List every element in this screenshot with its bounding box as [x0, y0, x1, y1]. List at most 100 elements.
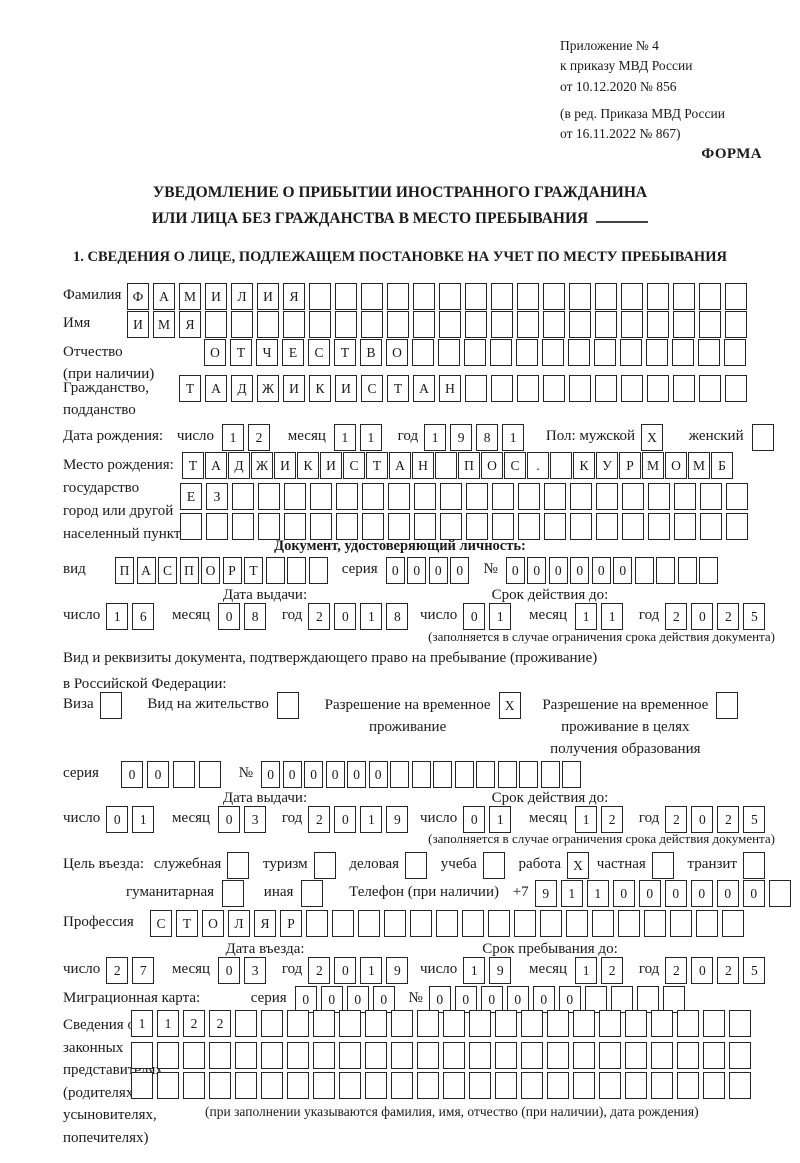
char-box[interactable] — [206, 513, 228, 540]
char-box[interactable] — [414, 513, 436, 540]
char-box[interactable] — [573, 1072, 595, 1099]
char-box[interactable] — [596, 483, 618, 510]
char-box[interactable]: 1 — [575, 603, 598, 630]
char-box[interactable] — [673, 283, 695, 310]
char-box[interactable]: 8 — [476, 424, 499, 451]
char-box[interactable] — [257, 311, 279, 338]
char-box[interactable] — [465, 375, 487, 402]
char-box[interactable] — [339, 1010, 361, 1037]
char-box[interactable] — [438, 339, 460, 366]
char-box[interactable] — [621, 375, 643, 402]
char-box[interactable] — [387, 283, 409, 310]
char-box[interactable]: 2 — [308, 603, 331, 630]
char-box[interactable] — [313, 1042, 335, 1069]
char-box[interactable] — [309, 311, 331, 338]
char-box[interactable]: 0 — [325, 761, 345, 788]
char-box[interactable]: 1 — [222, 424, 245, 451]
char-box[interactable] — [618, 910, 640, 937]
char-box[interactable] — [651, 1042, 673, 1069]
char-box[interactable]: 0 — [480, 986, 503, 1013]
purpose-business-checkbox[interactable] — [405, 852, 431, 879]
char-box[interactable] — [335, 311, 357, 338]
char-box[interactable] — [388, 513, 410, 540]
char-box[interactable] — [231, 311, 253, 338]
char-box[interactable] — [573, 1010, 595, 1037]
char-box[interactable] — [465, 311, 487, 338]
char-box[interactable] — [412, 339, 434, 366]
char-box[interactable]: X — [641, 424, 664, 451]
char-box[interactable] — [439, 283, 461, 310]
char-box[interactable]: 1 — [106, 603, 129, 630]
char-box[interactable] — [518, 513, 540, 540]
char-box[interactable] — [519, 761, 539, 788]
purpose-private-checkbox[interactable] — [651, 852, 678, 879]
char-box[interactable]: 0 — [121, 761, 143, 788]
char-box[interactable]: 0 — [261, 761, 281, 788]
char-box[interactable]: 0 — [664, 880, 687, 907]
char-box[interactable] — [725, 311, 747, 338]
char-box[interactable]: У — [596, 452, 618, 479]
char-box[interactable] — [703, 1042, 725, 1069]
char-box[interactable]: 0 — [591, 557, 611, 584]
char-box[interactable] — [258, 513, 280, 540]
char-box[interactable] — [287, 1042, 309, 1069]
char-box[interactable] — [647, 283, 669, 310]
char-box[interactable] — [384, 910, 406, 937]
char-box[interactable] — [674, 483, 696, 510]
char-box[interactable] — [726, 483, 748, 510]
char-box[interactable]: 0 — [385, 557, 405, 584]
char-box[interactable] — [647, 311, 669, 338]
char-box[interactable]: 0 — [407, 557, 427, 584]
char-box[interactable] — [722, 910, 744, 937]
char-box[interactable] — [287, 1010, 309, 1037]
char-box[interactable] — [284, 513, 306, 540]
char-box[interactable]: 9 — [450, 424, 473, 451]
char-box[interactable] — [276, 692, 299, 719]
char-box[interactable] — [365, 1042, 387, 1069]
char-box[interactable]: 1 — [360, 957, 383, 984]
char-box[interactable] — [482, 852, 505, 879]
char-box[interactable]: 0 — [506, 986, 529, 1013]
char-box[interactable]: 1 — [131, 1010, 153, 1037]
char-box[interactable] — [599, 1072, 621, 1099]
char-box[interactable]: З — [206, 483, 228, 510]
char-box[interactable] — [497, 761, 517, 788]
char-box[interactable]: 2 — [248, 424, 271, 451]
char-box[interactable]: И — [283, 375, 305, 402]
temp-residence-edu-checkbox[interactable] — [716, 692, 742, 719]
birthplace-boxes-3[interactable] — [180, 513, 752, 540]
char-box[interactable] — [365, 1010, 387, 1037]
char-box[interactable]: 1 — [132, 806, 155, 833]
char-box[interactable]: М — [642, 452, 664, 479]
char-box[interactable]: О — [481, 452, 503, 479]
char-box[interactable]: П — [179, 557, 199, 584]
char-box[interactable]: 0 — [742, 880, 765, 907]
char-box[interactable]: 1 — [489, 603, 512, 630]
char-box[interactable] — [464, 339, 486, 366]
char-box[interactable]: 0 — [320, 986, 343, 1013]
temp-residence-checkbox[interactable]: X — [498, 692, 525, 719]
char-box[interactable] — [584, 986, 607, 1013]
char-box[interactable]: 0 — [304, 761, 324, 788]
char-box[interactable]: Т — [387, 375, 409, 402]
char-box[interactable] — [492, 483, 514, 510]
char-box[interactable] — [391, 1010, 413, 1037]
char-box[interactable] — [573, 1042, 595, 1069]
char-box[interactable] — [183, 1042, 205, 1069]
char-box[interactable]: А — [389, 452, 411, 479]
char-box[interactable]: 1 — [157, 1010, 179, 1037]
char-box[interactable]: 1 — [489, 806, 512, 833]
char-box[interactable]: Ф — [127, 283, 149, 310]
char-box[interactable] — [673, 375, 695, 402]
char-box[interactable]: И — [320, 452, 342, 479]
